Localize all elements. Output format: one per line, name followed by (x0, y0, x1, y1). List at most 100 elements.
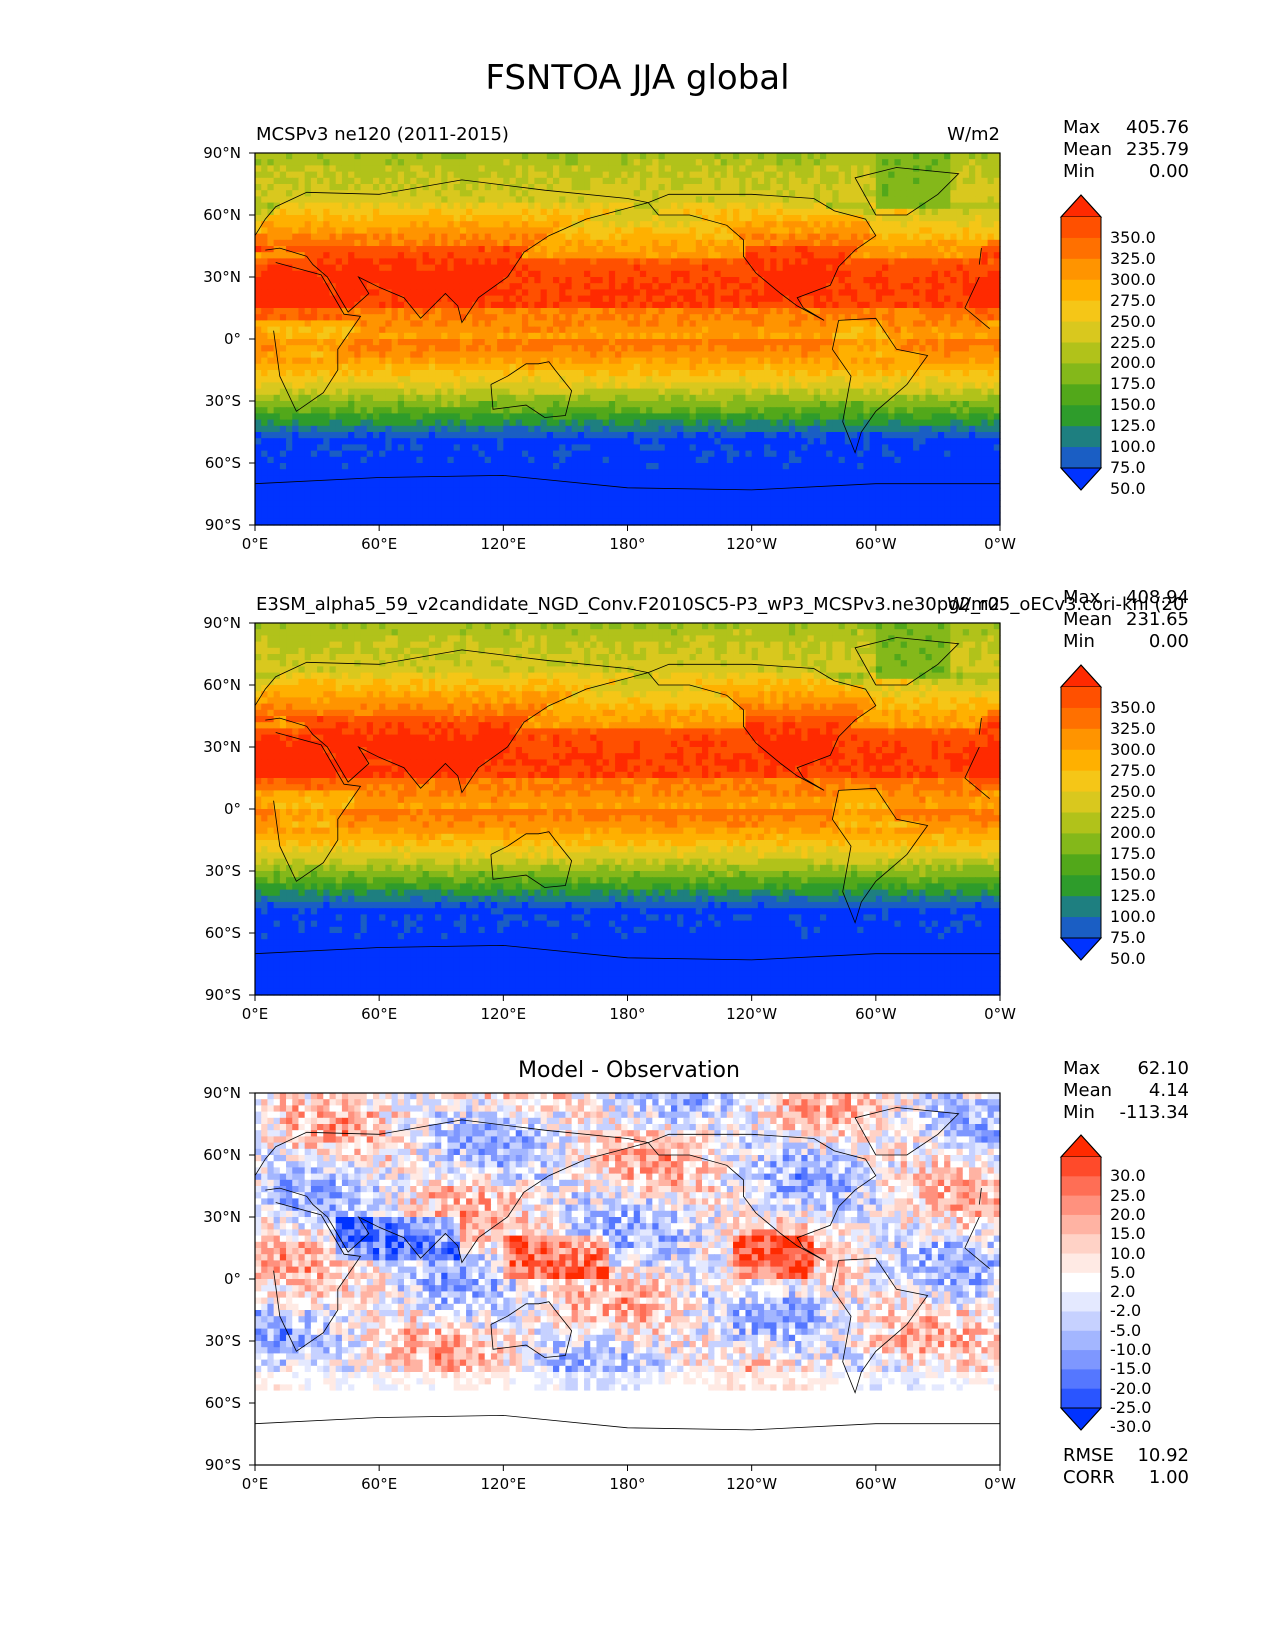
map-cell (627, 159, 635, 166)
map-cell (310, 202, 318, 210)
map-cell (484, 401, 492, 408)
map-cell (795, 153, 802, 160)
map-cell (391, 215, 399, 222)
map-cell (447, 289, 455, 297)
map-cell (776, 382, 784, 390)
map-cell (540, 277, 548, 284)
map-cell (726, 283, 734, 290)
map-cell (807, 227, 815, 235)
map-cell (695, 184, 703, 191)
map-cell (826, 233, 833, 241)
map-cell (540, 153, 548, 160)
map-cell (503, 239, 511, 247)
map-cell (360, 233, 368, 241)
map-cell (267, 326, 275, 334)
map-cell (826, 289, 833, 297)
panel1-max-label: Max (1063, 117, 1100, 138)
map-cell (745, 221, 753, 228)
map-cell (677, 233, 684, 241)
map-cell (422, 258, 430, 266)
map-cell (646, 283, 653, 290)
map-cell (981, 382, 989, 390)
map-cell (801, 345, 809, 352)
map-cell (528, 401, 535, 408)
map-cell (664, 165, 672, 173)
map-cell (683, 357, 691, 365)
map-cell (677, 153, 684, 160)
map-cell (950, 153, 958, 160)
map-cell (757, 264, 765, 272)
map-cell (919, 208, 927, 216)
map-cell (273, 190, 281, 197)
map-cell (652, 332, 660, 340)
map-cell (875, 301, 883, 309)
map-cell (317, 295, 324, 303)
map-cell (782, 370, 790, 377)
map-cell (341, 277, 349, 284)
map-cell (515, 407, 523, 414)
map-cell (577, 370, 585, 377)
map-cell (472, 177, 480, 185)
map-cell (795, 184, 802, 191)
map-cell (801, 376, 809, 383)
map-cell (497, 159, 504, 166)
map-cell (255, 320, 262, 328)
map-cell (795, 370, 802, 377)
map-cell (838, 295, 846, 303)
map-cell (677, 270, 684, 278)
map-cell (385, 215, 393, 222)
map-cell (962, 215, 970, 222)
map-cell (397, 233, 405, 241)
map-cell (404, 289, 411, 297)
map-cell (987, 382, 995, 390)
map-cell (658, 326, 666, 334)
map-cell (993, 332, 1001, 340)
map-cell (900, 264, 908, 272)
map-cell (453, 184, 461, 191)
map-cell (683, 258, 691, 266)
map-cell (807, 221, 815, 228)
map-cell (652, 246, 660, 253)
map-cell (546, 215, 554, 222)
map-cell (416, 215, 424, 222)
map-cell (925, 153, 933, 160)
map-cell (515, 153, 523, 160)
map-cell (900, 190, 908, 197)
map-cell (714, 159, 722, 166)
map-cell (341, 215, 349, 222)
map-cell (584, 258, 591, 266)
map-cell (261, 289, 269, 297)
map-cell (571, 171, 579, 179)
map-cell (261, 208, 269, 216)
map-cell (757, 394, 765, 402)
map-cell (391, 202, 399, 210)
map-cell (956, 382, 964, 390)
map-cell (844, 363, 852, 371)
map-cell (894, 295, 902, 303)
map-cell (298, 308, 306, 315)
map-cell (534, 177, 542, 185)
map-cell (664, 301, 672, 309)
map-cell (975, 320, 982, 328)
map-cell (584, 326, 591, 334)
map-cell (658, 196, 666, 204)
map-cell (652, 345, 660, 352)
map-cell (317, 215, 324, 222)
map-cell (292, 295, 300, 303)
map-cell (664, 332, 672, 340)
map-cell (484, 289, 492, 297)
map-cell (788, 401, 796, 408)
map-cell (633, 320, 641, 328)
map-cell (944, 295, 951, 303)
map-cell (323, 258, 331, 266)
map-cell (528, 177, 535, 185)
panel1-map (249, 152, 1001, 531)
map-cell (435, 301, 442, 309)
map-cell (466, 221, 473, 228)
map-cell (584, 345, 591, 352)
map-cell (521, 196, 529, 204)
map-cell (447, 332, 455, 340)
map-cell (503, 320, 511, 328)
map-cell (435, 332, 442, 340)
map-cell (596, 258, 604, 266)
